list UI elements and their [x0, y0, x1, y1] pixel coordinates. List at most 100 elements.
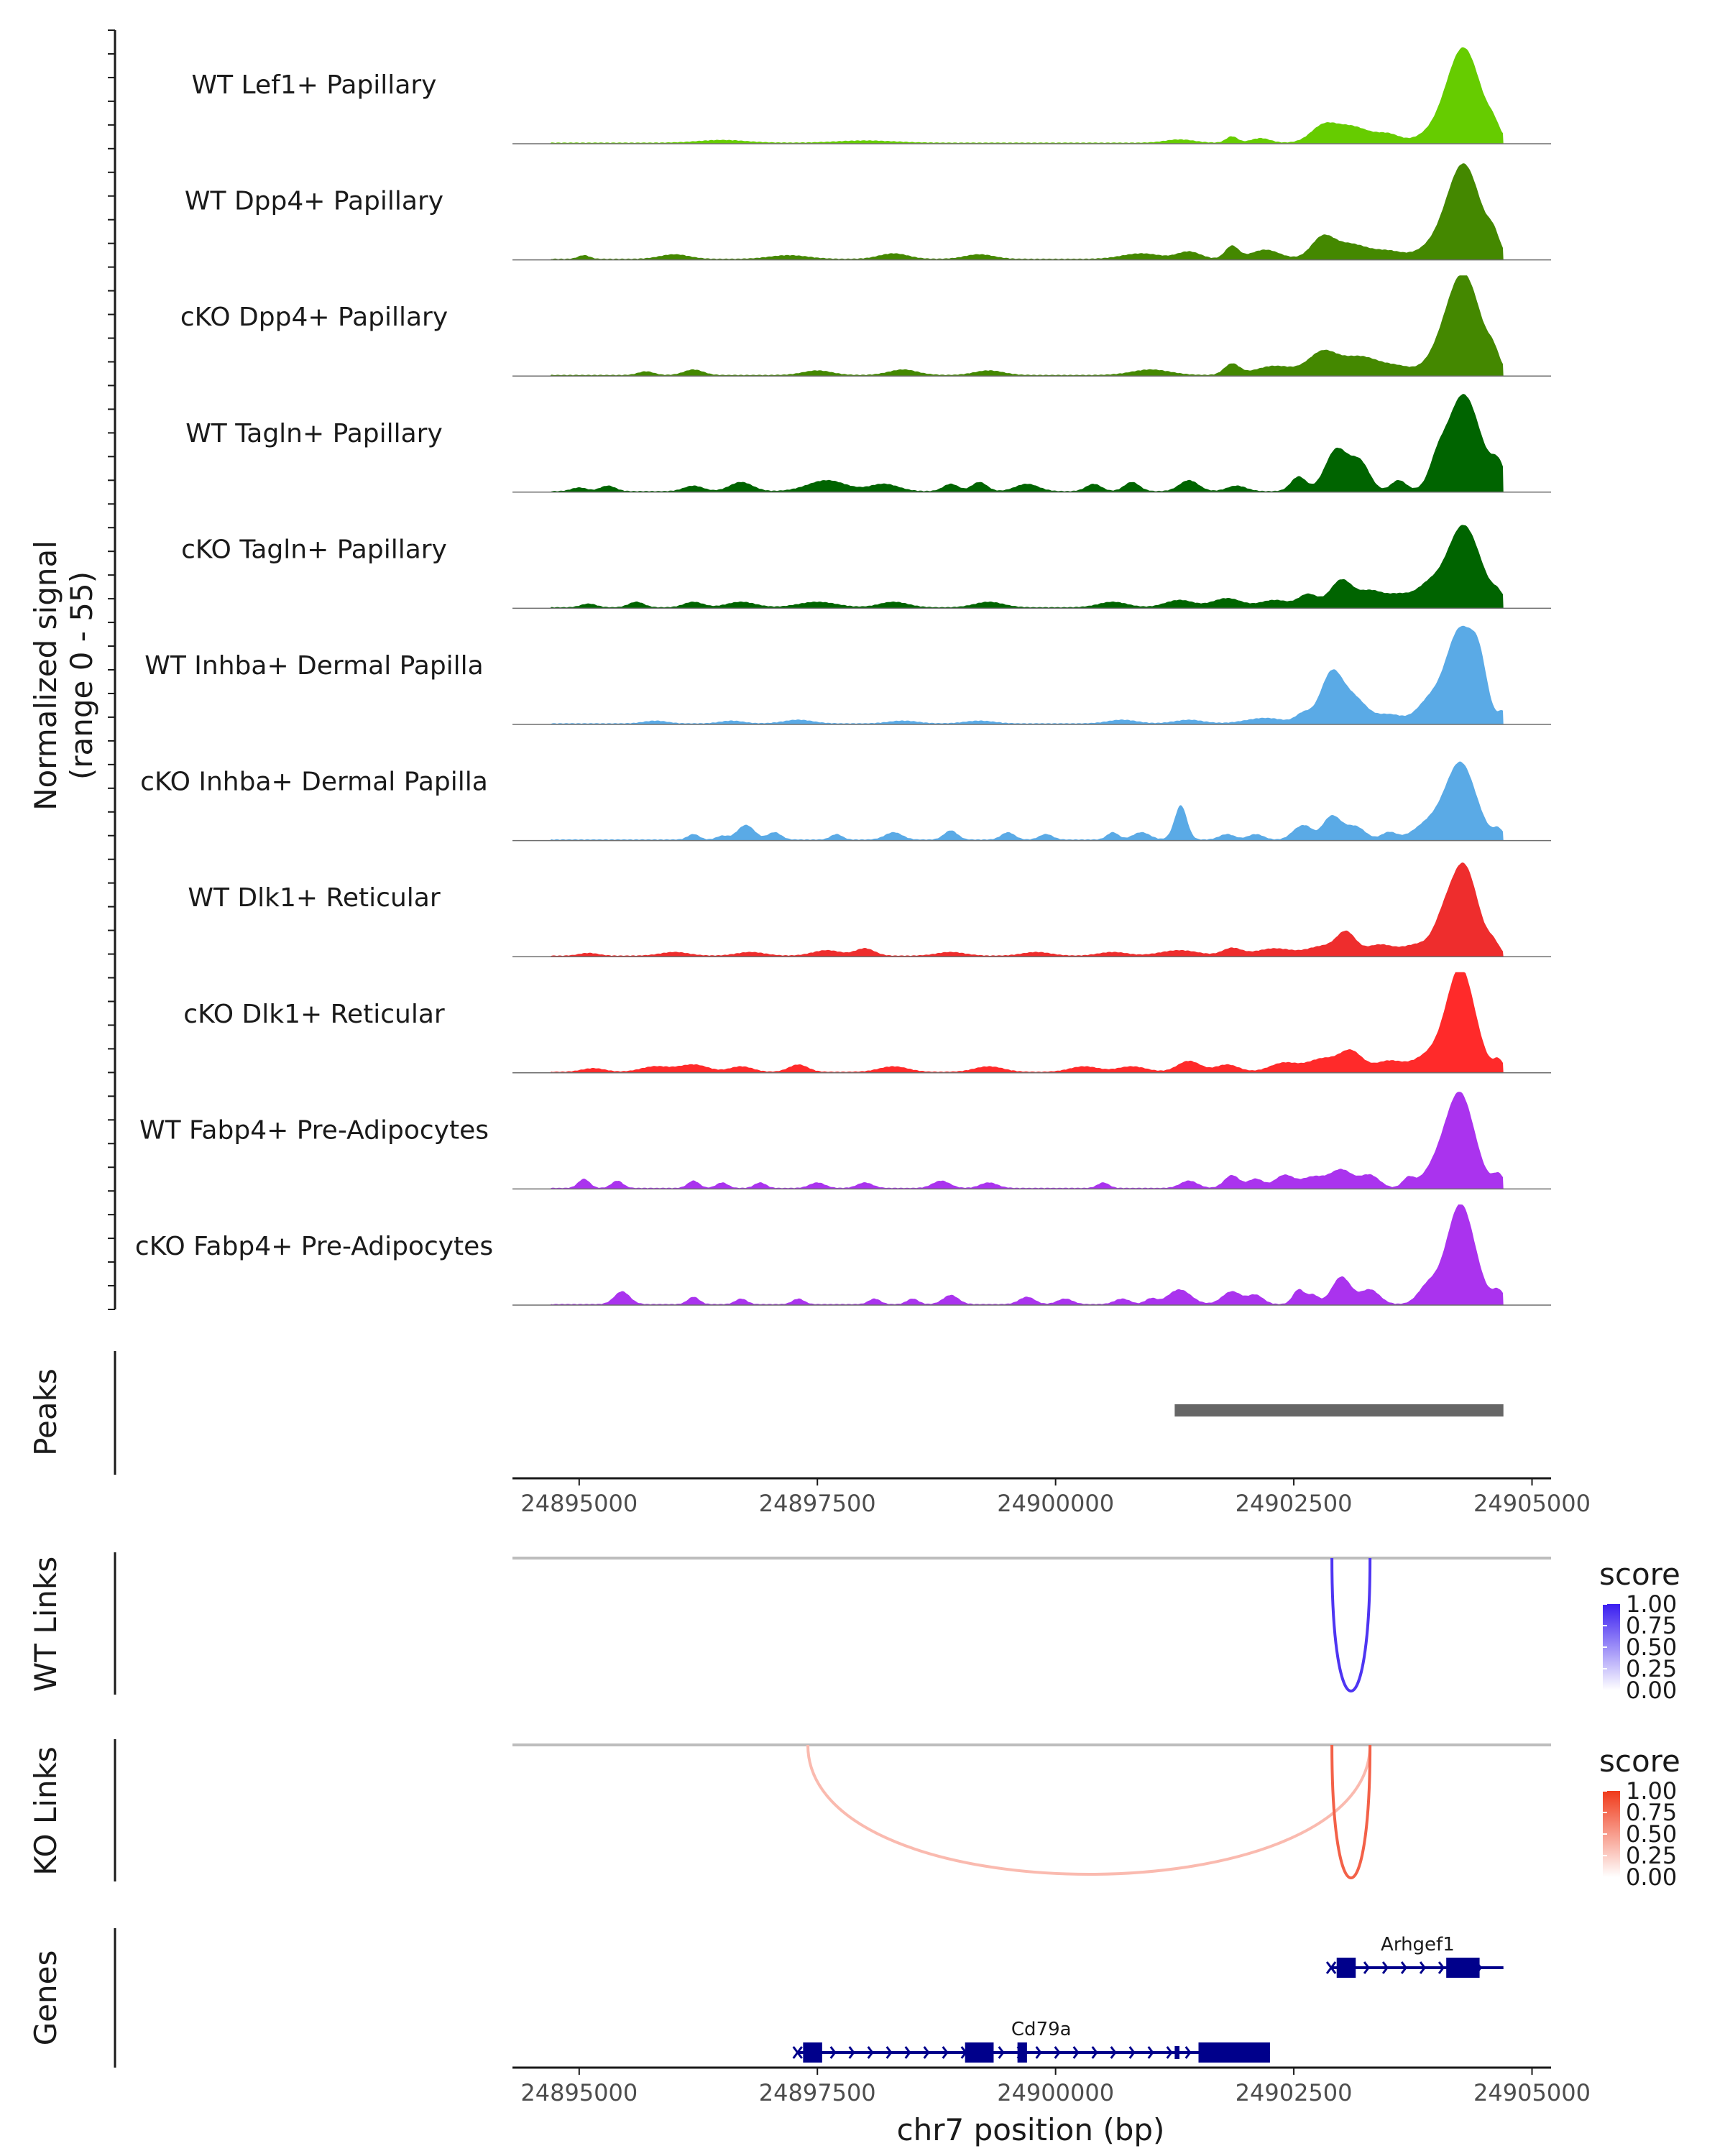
- coverage-track: WT Fabp4+ Pre-Adipocytes: [139, 1092, 1551, 1190]
- coverage-signal-area: [512, 163, 1504, 260]
- gene-name-label: Cd79a: [1011, 2019, 1072, 2040]
- peaks-track-label: Peaks: [28, 1368, 63, 1456]
- coverage-signal-area: [512, 972, 1504, 1073]
- links-track: 1.000.750.500.250.00: [114, 1552, 1677, 1704]
- coverage-signal-area: [512, 394, 1504, 492]
- gene-exon: [803, 2042, 822, 2063]
- coverage-y-range-label: (range 0 - 55): [64, 571, 99, 780]
- link-arc: [806, 1744, 1372, 1876]
- coverage-signal-area: [512, 525, 1504, 609]
- position-axis-lower: chr7 position (bp) 24895000 24897500 24900…: [512, 2066, 1591, 2147]
- coverage-tracks: WT Lef1+ Papillary WT Dpp4+ Papillary cKO …: [135, 47, 1551, 1306]
- strand-arrow: [886, 2046, 893, 2059]
- links-track: 1.000.750.500.250.00: [114, 1739, 1677, 1891]
- x-tick-label: 24900000: [997, 2079, 1114, 2106]
- x-tick-label: 24897500: [759, 1490, 876, 1517]
- coverage-signal-area: [512, 1204, 1504, 1305]
- x-tick-label: 24895000: [520, 2079, 638, 2106]
- links-tracks: WT Links KO Links score score 1.000.750.…: [28, 1552, 1680, 1891]
- coverage-track: WT Dlk1+ Reticular: [188, 862, 1551, 957]
- gene-start-mark: [1325, 1961, 1337, 1974]
- legend-tick-label: 0.00: [1626, 1677, 1677, 1704]
- ko-links-label: KO Links: [28, 1746, 63, 1876]
- x-tick-label: 24895000: [520, 1490, 638, 1517]
- strand-arrow: [848, 2046, 855, 2059]
- strand-arrow: [829, 2046, 837, 2059]
- coverage-track-label: cKO Inhba+ Dermal Papilla: [140, 768, 488, 797]
- coverage-track-label: cKO Fabp4+ Pre-Adipocytes: [135, 1232, 493, 1261]
- link-arc: [1330, 1744, 1372, 1880]
- genes-track: Genes Arhgef1 Cd79a: [28, 1928, 1504, 2068]
- wt-links-label: WT Links: [28, 1557, 63, 1692]
- coverage-track-label: WT Tagln+ Papillary: [185, 419, 443, 448]
- coverage-track-label: cKO Dpp4+ Papillary: [180, 303, 448, 332]
- gene-model: Arhgef1: [1325, 1934, 1504, 1978]
- x-tick-label: 24902500: [1236, 1490, 1353, 1517]
- coverage-track: cKO Dlk1+ Reticular: [183, 972, 1551, 1074]
- strand-arrow: [1110, 2046, 1117, 2059]
- legend-tick-label: 0.75: [1626, 1799, 1677, 1826]
- strand-arrow: [1147, 2046, 1154, 2059]
- coverage-track: cKO Dpp4+ Papillary: [180, 275, 1551, 377]
- x-tick-label: 24905000: [1473, 1490, 1591, 1517]
- coverage-track-label: cKO Dlk1+ Reticular: [183, 1000, 445, 1029]
- strand-arrow: [1419, 1961, 1426, 1974]
- x-axis-title: chr7 position (bp): [897, 2112, 1165, 2147]
- legend-tick-label: 0.00: [1626, 1864, 1677, 1891]
- coverage-track-label: WT Dlk1+ Reticular: [188, 883, 440, 913]
- strand-arrow: [1072, 2046, 1080, 2059]
- coverage-signal-area: [512, 761, 1504, 841]
- coverage-track-label: WT Dpp4+ Papillary: [185, 187, 443, 216]
- position-axis-upper: 24895000 24897500 24900000 24902500 24905000: [512, 1477, 1591, 1517]
- x-tick-label: 24897500: [759, 2079, 876, 2106]
- link-arc: [1330, 1557, 1372, 1693]
- legend-tick-label: 0.50: [1626, 1820, 1677, 1848]
- gene-exon: [965, 2042, 994, 2063]
- coverage-track: cKO Tagln+ Papillary: [181, 525, 1551, 609]
- strand-arrow: [1363, 1961, 1370, 1974]
- legend-tick-label: 1.00: [1626, 1777, 1677, 1805]
- gene-exon: [1017, 2042, 1027, 2063]
- gene-exon: [1198, 2042, 1270, 2063]
- strand-arrow: [942, 2046, 949, 2059]
- gene-name-label: Arhgef1: [1381, 1934, 1455, 1955]
- legend-tick-label: 0.75: [1626, 1612, 1677, 1639]
- coverage-signal-area: [512, 625, 1504, 724]
- gene-exon: [1446, 1958, 1480, 1978]
- coverage-y-axis: Normalized signal (range 0 - 55): [28, 29, 116, 1310]
- x-tick-label: 24900000: [997, 1490, 1114, 1517]
- strand-arrow: [1400, 1961, 1407, 1974]
- strand-arrow: [923, 2046, 930, 2059]
- coverage-track: WT Tagln+ Papillary: [185, 394, 1551, 493]
- strand-arrow: [1438, 1961, 1445, 1974]
- wt-links-legend-title: score: [1599, 1557, 1680, 1592]
- strand-arrow: [1091, 2046, 1098, 2059]
- strand-arrow: [867, 2046, 874, 2059]
- coverage-signal-area: [512, 47, 1504, 144]
- legend-tick-label: 0.25: [1626, 1655, 1677, 1682]
- gene-exon: [1336, 1958, 1356, 1978]
- gene-exon: [1174, 2046, 1179, 2059]
- coverage-track: WT Dpp4+ Papillary: [185, 163, 1551, 261]
- ko-links-legend-title: score: [1599, 1743, 1680, 1779]
- gene-start-mark: [792, 2046, 803, 2059]
- coverage-track-label: WT Fabp4+ Pre-Adipocytes: [139, 1115, 489, 1145]
- strand-arrow: [904, 2046, 911, 2059]
- coverage-track-label: WT Inhba+ Dermal Papilla: [144, 651, 483, 681]
- coverage-track: cKO Inhba+ Dermal Papilla: [140, 761, 1551, 842]
- strand-arrow: [998, 2046, 1005, 2059]
- coverage-signal-area: [512, 275, 1504, 377]
- strand-arrow: [1381, 1961, 1389, 1974]
- legend-tick-label: 0.25: [1626, 1842, 1677, 1869]
- strand-arrow: [1128, 2046, 1136, 2059]
- coverage-track-label: WT Lef1+ Papillary: [192, 70, 437, 100]
- gene-model: Cd79a: [792, 2019, 1270, 2063]
- coverage-track: WT Inhba+ Dermal Papilla: [144, 625, 1551, 725]
- strand-arrow: [1184, 2046, 1192, 2059]
- coverage-track: cKO Fabp4+ Pre-Adipocytes: [135, 1204, 1551, 1306]
- coverage-track-label: cKO Tagln+ Papillary: [181, 535, 447, 564]
- peaks-track: Peaks: [28, 1351, 1504, 1475]
- x-tick-label: 24905000: [1473, 2079, 1591, 2106]
- peak-region: [1174, 1404, 1504, 1416]
- strand-arrow: [1054, 2046, 1061, 2059]
